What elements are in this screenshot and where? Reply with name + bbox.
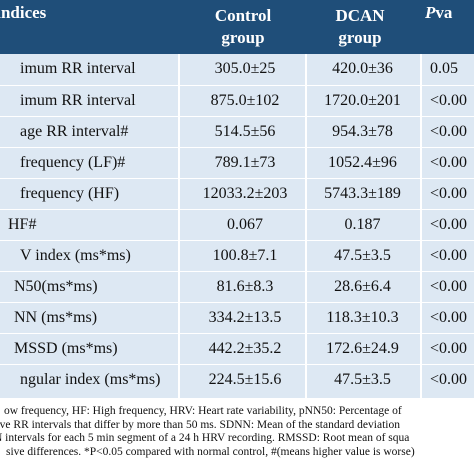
row-p-value: <0.00: [430, 371, 468, 388]
row-index-label: V index (ms*ms): [0, 241, 195, 270]
row-p-value: <0.00: [430, 340, 468, 357]
row-p-value: <0.00: [430, 185, 468, 202]
row-control-value: 12033.2±203: [202, 185, 288, 202]
row-index-text: MSSD (ms*ms): [14, 340, 118, 357]
column-divider: [305, 54, 307, 400]
row-control-value: 334.2±13.5: [208, 309, 282, 326]
table-row: ngular index (ms*ms) 224.5±15.6 47.5±3.5 <0…: [0, 365, 474, 399]
row-p-value: <0.00: [430, 92, 468, 109]
table-row: imum RR interval 875.0±102 1720.0±201 <0.00: [0, 86, 474, 117]
table-row: V index (ms*ms) 100.8±7.1 47.5±3.5 <0.00: [0, 241, 474, 272]
header-dcan-line1: DCAN: [335, 6, 385, 25]
row-dcan-value: 118.3±10.3: [326, 309, 399, 326]
row-control-value: 0.067: [227, 216, 263, 233]
header-p-italic: P: [425, 3, 436, 22]
column-divider: [178, 54, 180, 400]
row-index-label: MSSD (ms*ms): [0, 334, 195, 363]
table-row: age RR interval# 514.5±56 954.3±78 <0.00: [0, 117, 474, 148]
row-index-label: imum RR interval: [0, 54, 195, 83]
table-row: NN (ms*ms) 334.2±13.5 118.3±10.3 <0.00: [0, 303, 474, 334]
row-index-text: frequency (LF)#: [20, 154, 126, 171]
table-row: frequency (LF)# 789.1±73 1052.4±96 <0.00: [0, 148, 474, 179]
row-p-value: <0.00: [430, 123, 468, 140]
row-dcan-value: 5743.3±189: [324, 185, 401, 202]
row-dcan-value: 1720.0±201: [324, 92, 401, 109]
row-index-text: NN (ms*ms): [14, 309, 98, 326]
footnote-line: sive RR intervals that differ by more th…: [0, 418, 400, 431]
row-index-label: HF#: [0, 210, 195, 239]
table-row: N50(ms*ms) 81.6±8.3 28.6±6.4 <0.00: [0, 272, 474, 303]
row-index-label: N50(ms*ms): [0, 272, 195, 301]
row-dcan-value: 954.3±78: [332, 123, 393, 140]
header-dcan-group: DCAN group: [305, 0, 415, 54]
row-control-value: 514.5±56: [214, 123, 276, 140]
header-dcan-line2: group: [338, 28, 382, 47]
row-index-label: imum RR interval: [0, 86, 195, 115]
row-index-text: imum RR interval: [20, 60, 136, 77]
row-dcan-value: 0.187: [344, 216, 381, 233]
row-control-value: 875.0±102: [210, 92, 280, 109]
table-row: imum RR interval 305.0±25 420.0±36 0.05: [0, 54, 474, 86]
table-row: MSSD (ms*ms) 442.2±35.2 172.6±24.9 <0.00: [0, 334, 474, 365]
header-control-line2: group: [221, 28, 265, 47]
row-index-text: ngular index (ms*ms): [20, 371, 161, 388]
header-p-rest: va: [435, 3, 453, 22]
row-index-text: frequency (HF): [20, 185, 120, 202]
row-control-value: 100.8±7.1: [212, 247, 278, 264]
row-index-label: age RR interval#: [0, 117, 195, 146]
row-dcan-value: 47.5±3.5: [334, 371, 391, 388]
row-p-value: <0.00: [430, 247, 468, 264]
row-index-text: imum RR interval: [20, 92, 136, 109]
row-index-label: frequency (LF)#: [0, 148, 195, 177]
footnote-line: N intervals for each 5 min segment of a …: [0, 432, 410, 444]
row-index-label: frequency (HF): [0, 179, 195, 208]
footnote-line: ow frequency, HF: High frequency, HRV: H…: [4, 405, 402, 417]
table-row: frequency (HF) 12033.2±203 5743.3±189 <0.00: [0, 179, 474, 210]
row-p-value: <0.00: [430, 309, 468, 326]
row-p-value: <0.00: [430, 278, 468, 295]
row-control-value: 305.0±25: [214, 60, 276, 77]
footnote-line: sive differences. *P<0.05 compared with …: [6, 445, 415, 458]
row-index-text: V index (ms*ms): [20, 247, 131, 264]
table-row: HF# 0.067 0.187 <0.00: [0, 210, 474, 241]
header-p-value: P va: [425, 0, 474, 54]
table-footnote: ow frequency, HF: High frequency, HRV: H…: [0, 405, 474, 474]
row-control-value: 81.6±8.3: [216, 278, 274, 295]
row-control-value: 224.5±15.6: [208, 371, 282, 388]
header-control-line1: Control: [214, 6, 272, 25]
row-dcan-value: 420.0±36: [332, 60, 393, 77]
row-index-label: ngular index (ms*ms): [0, 365, 195, 394]
row-p-value: 0.05: [430, 60, 458, 77]
row-index-text: N50(ms*ms): [14, 278, 98, 295]
row-dcan-value: 47.5±3.5: [334, 247, 391, 264]
row-p-value: <0.00: [430, 216, 468, 233]
row-dcan-value: 28.6±6.4: [334, 278, 391, 295]
row-p-value: <0.00: [430, 154, 468, 171]
row-index-label: NN (ms*ms): [0, 303, 195, 332]
header-control-group: Control group: [178, 0, 308, 54]
row-control-value: 442.2±35.2: [208, 340, 282, 357]
row-dcan-value: 172.6±24.9: [326, 340, 399, 357]
row-dcan-value: 1052.4±96: [328, 154, 397, 171]
table-header: V indices Control group DCAN group P va: [0, 0, 474, 54]
header-indices: V indices: [0, 3, 47, 22]
row-index-text: age RR interval#: [20, 123, 129, 140]
row-control-value: 789.1±73: [214, 154, 276, 171]
column-divider: [420, 54, 422, 400]
row-index-text: HF#: [8, 216, 37, 233]
